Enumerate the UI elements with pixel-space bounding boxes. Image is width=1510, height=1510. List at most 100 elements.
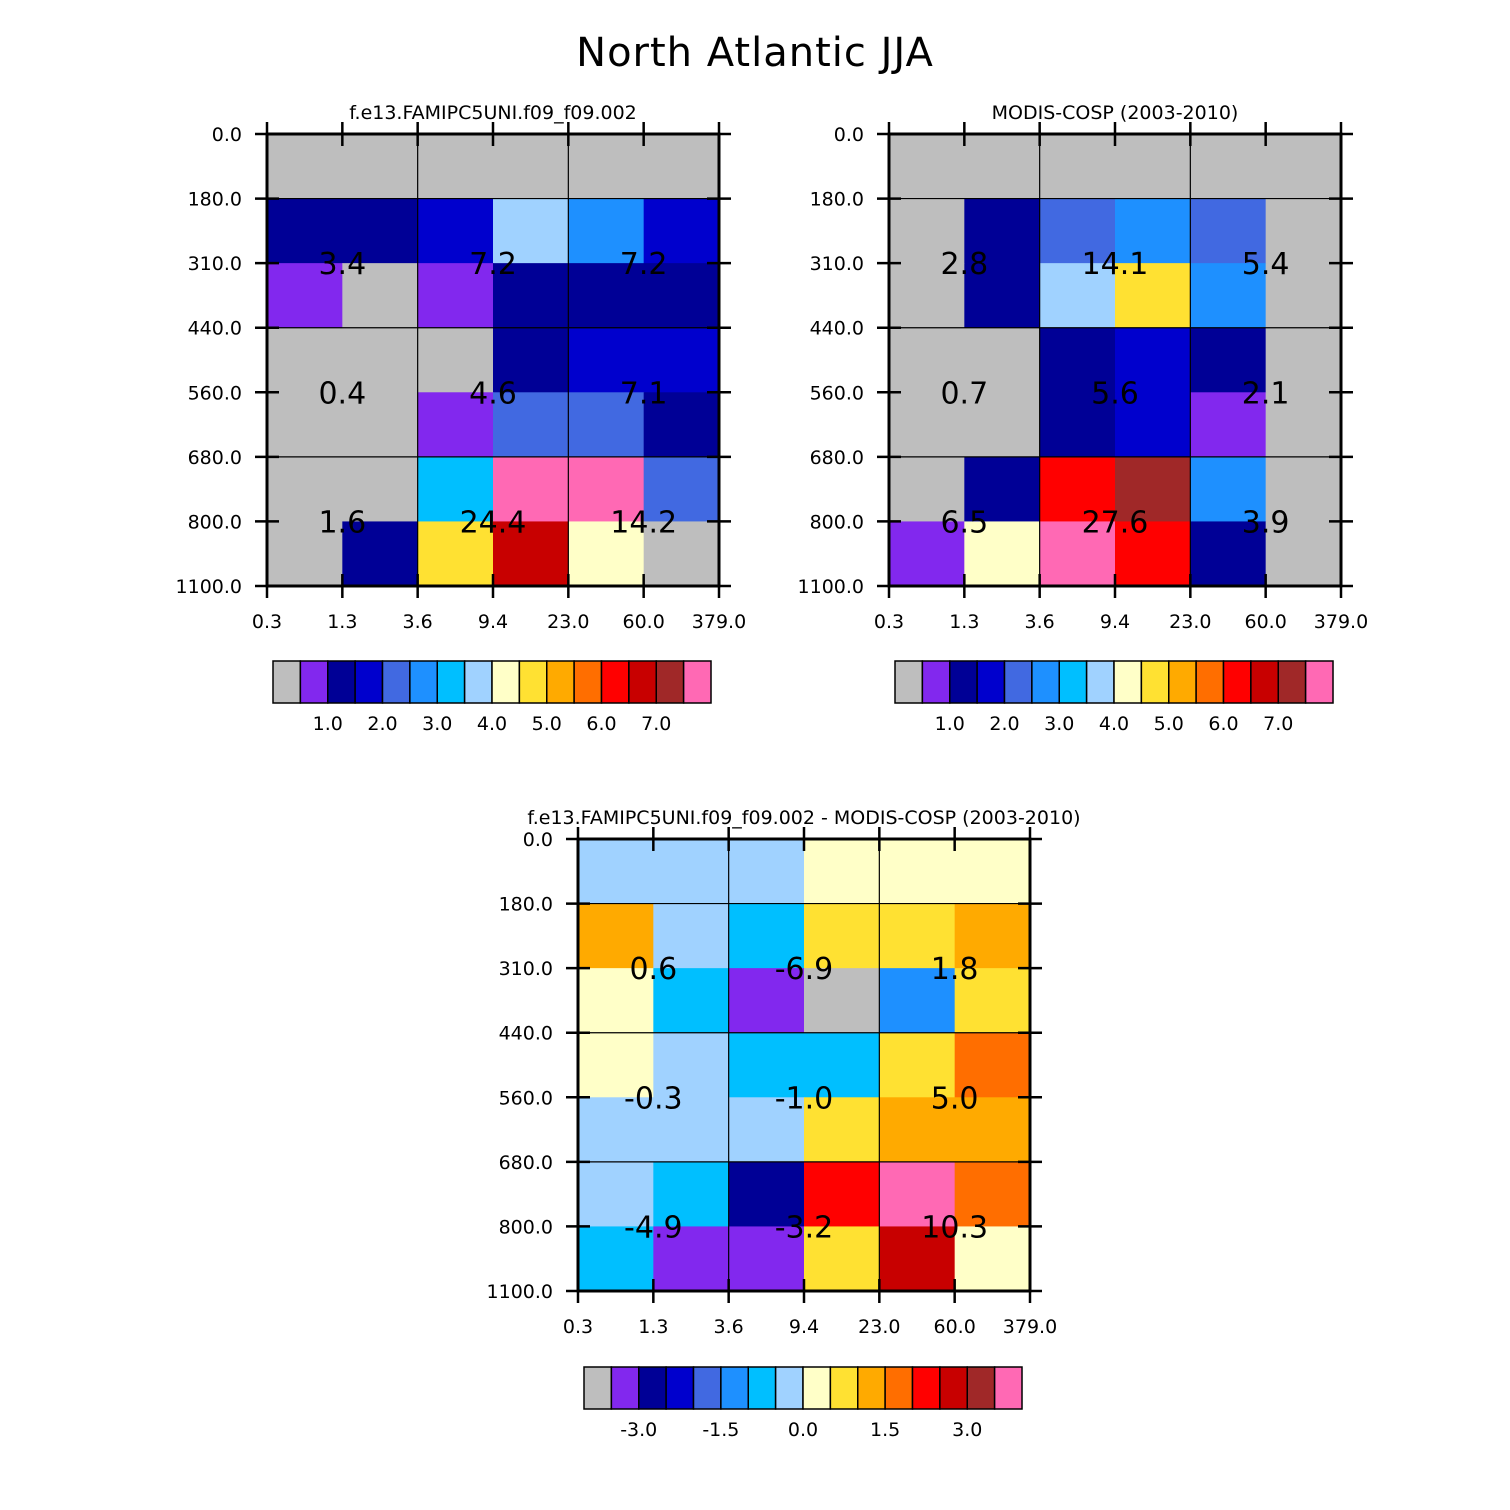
colorbar: -3.0 -1.5 0.0 1.5 3.0 bbox=[583, 1366, 1023, 1441]
colorbar-swatch bbox=[628, 660, 658, 704]
y-tick-label: 560.0 bbox=[810, 382, 864, 404]
heatmap-cell bbox=[954, 1161, 1031, 1228]
colorbar-swatch bbox=[491, 660, 521, 704]
heatmap-cell bbox=[728, 903, 805, 969]
colorbar-swatch bbox=[976, 660, 1006, 704]
colorbar-swatch bbox=[1085, 660, 1115, 704]
heatmap-cell bbox=[804, 903, 880, 969]
colorbar-swatch bbox=[1140, 660, 1170, 704]
heatmap-cell bbox=[889, 521, 965, 587]
heatmap-cell bbox=[578, 1032, 654, 1098]
heatmap-cell bbox=[643, 263, 720, 329]
colorbar-swatch bbox=[1113, 660, 1143, 704]
block-grid bbox=[578, 839, 1030, 1291]
colorbar-swatch bbox=[921, 660, 951, 704]
heatmap-cell bbox=[1265, 392, 1342, 458]
colorbar-swatch bbox=[381, 660, 411, 704]
heatmap-cell bbox=[1115, 392, 1191, 458]
block-value-label: -4.9 bbox=[624, 1210, 683, 1245]
x-axis: 0.3 1.3 3.6 9.4 23.0 60.0 379.0 bbox=[874, 122, 1368, 633]
heatmap-cells bbox=[889, 134, 1342, 587]
heatmap-cell bbox=[804, 1161, 880, 1228]
y-tick-label: 800.0 bbox=[810, 511, 864, 533]
x-tick-label: 60.0 bbox=[934, 1316, 976, 1338]
colorbar-swatch bbox=[966, 1366, 996, 1410]
block-value-label: 7.1 bbox=[620, 376, 668, 411]
colorbar-swatch bbox=[272, 660, 302, 704]
heatmap-cell bbox=[889, 456, 965, 523]
heatmap-cell bbox=[342, 263, 419, 329]
heatmap-cell bbox=[879, 968, 956, 1034]
colorbar-swatch bbox=[747, 1366, 777, 1410]
heatmap-cell bbox=[804, 1097, 880, 1163]
colorbar-label: 3.0 bbox=[952, 1419, 982, 1441]
heatmap-cell bbox=[653, 903, 730, 969]
x-tick-label: 23.0 bbox=[1169, 611, 1211, 633]
block-labels: 0.6 -6.9 1.8 -0.3 -1.0 5.0 -4.9 -3.2 10.3 bbox=[624, 952, 988, 1245]
colorbar-label: 4.0 bbox=[477, 713, 507, 735]
heatmap-cell bbox=[1039, 456, 1116, 523]
x-tick-label: 3.6 bbox=[1025, 611, 1055, 633]
panel-title: f.e13.FAMIPC5UNI.f09_f09.002 - MODIS-COS… bbox=[527, 807, 1080, 829]
y-tick-label: 310.0 bbox=[188, 253, 242, 275]
colorbar-label: 3.0 bbox=[1044, 713, 1074, 735]
heatmap-cell bbox=[954, 839, 1031, 905]
block-value-label: 6.5 bbox=[940, 505, 988, 540]
colorbar-swatch bbox=[1195, 660, 1225, 704]
heatmap-cell bbox=[879, 1161, 956, 1228]
colorbar-label: 4.0 bbox=[1099, 713, 1129, 735]
heatmap-cell bbox=[417, 263, 494, 329]
heatmap-cell bbox=[493, 198, 569, 264]
x-tick-label: 1.3 bbox=[949, 611, 979, 633]
heatmap-cell bbox=[1190, 263, 1267, 329]
panel-title: f.e13.FAMIPC5UNI.f09_f09.002 bbox=[349, 102, 637, 124]
colorbar-swatch bbox=[692, 1366, 722, 1410]
heatmap-cell bbox=[653, 1161, 730, 1228]
y-tick-label: 1100.0 bbox=[487, 1281, 553, 1303]
heatmap-cell bbox=[653, 839, 730, 905]
colorbar-swatch bbox=[1003, 660, 1033, 704]
heatmap-cell bbox=[1115, 263, 1191, 329]
block-value-label: -3.2 bbox=[775, 1210, 834, 1245]
heatmap-cell bbox=[1265, 198, 1342, 264]
colorbar-label: 1.5 bbox=[870, 1419, 900, 1441]
heatmap-cell bbox=[267, 392, 343, 458]
heatmap-cell bbox=[568, 456, 645, 523]
x-tick-label: 0.3 bbox=[563, 1316, 593, 1338]
heatmap-cell bbox=[1265, 134, 1342, 200]
block-value-label: -0.3 bbox=[624, 1081, 683, 1116]
heatmap-cell bbox=[964, 134, 1041, 200]
y-tick-label: 310.0 bbox=[499, 958, 553, 980]
heatmap-cell bbox=[653, 968, 730, 1034]
heatmap-cell bbox=[653, 1032, 730, 1098]
heatmap-cell bbox=[1265, 521, 1342, 587]
x-tick-label: 379.0 bbox=[692, 611, 746, 633]
colorbar-label: 2.0 bbox=[989, 713, 1019, 735]
heatmap-cell bbox=[879, 903, 956, 969]
heatmap-cell bbox=[267, 198, 343, 264]
heatmap-cell bbox=[728, 1032, 805, 1098]
block-value-label: -6.9 bbox=[775, 952, 834, 987]
colorbar-swatch bbox=[409, 660, 439, 704]
heatmap-cell bbox=[417, 198, 494, 264]
heatmap-cell bbox=[1265, 327, 1342, 393]
block-value-label: 5.0 bbox=[931, 1081, 979, 1116]
heatmap-cell bbox=[578, 968, 654, 1034]
heatmap-cell bbox=[879, 1097, 956, 1163]
block-value-label: 7.2 bbox=[469, 247, 517, 282]
heatmap-cell bbox=[1190, 456, 1267, 523]
main-title: North Atlantic JJA bbox=[576, 30, 934, 76]
heatmap-cell bbox=[804, 1226, 880, 1292]
colorbar-swatch bbox=[1250, 660, 1280, 704]
x-tick-label: 23.0 bbox=[547, 611, 589, 633]
colorbar-swatch bbox=[573, 660, 603, 704]
colorbar-swatch bbox=[665, 1366, 695, 1410]
colorbar-label: 5.0 bbox=[532, 713, 562, 735]
heatmap-cell bbox=[728, 839, 805, 905]
heatmap-cell bbox=[1115, 456, 1191, 523]
heatmap-cell bbox=[493, 456, 569, 523]
heatmap-cell bbox=[1265, 456, 1342, 523]
y-tick-label: 560.0 bbox=[499, 1087, 553, 1109]
heatmap-cell bbox=[643, 392, 720, 458]
y-tick-label: 440.0 bbox=[810, 318, 864, 340]
